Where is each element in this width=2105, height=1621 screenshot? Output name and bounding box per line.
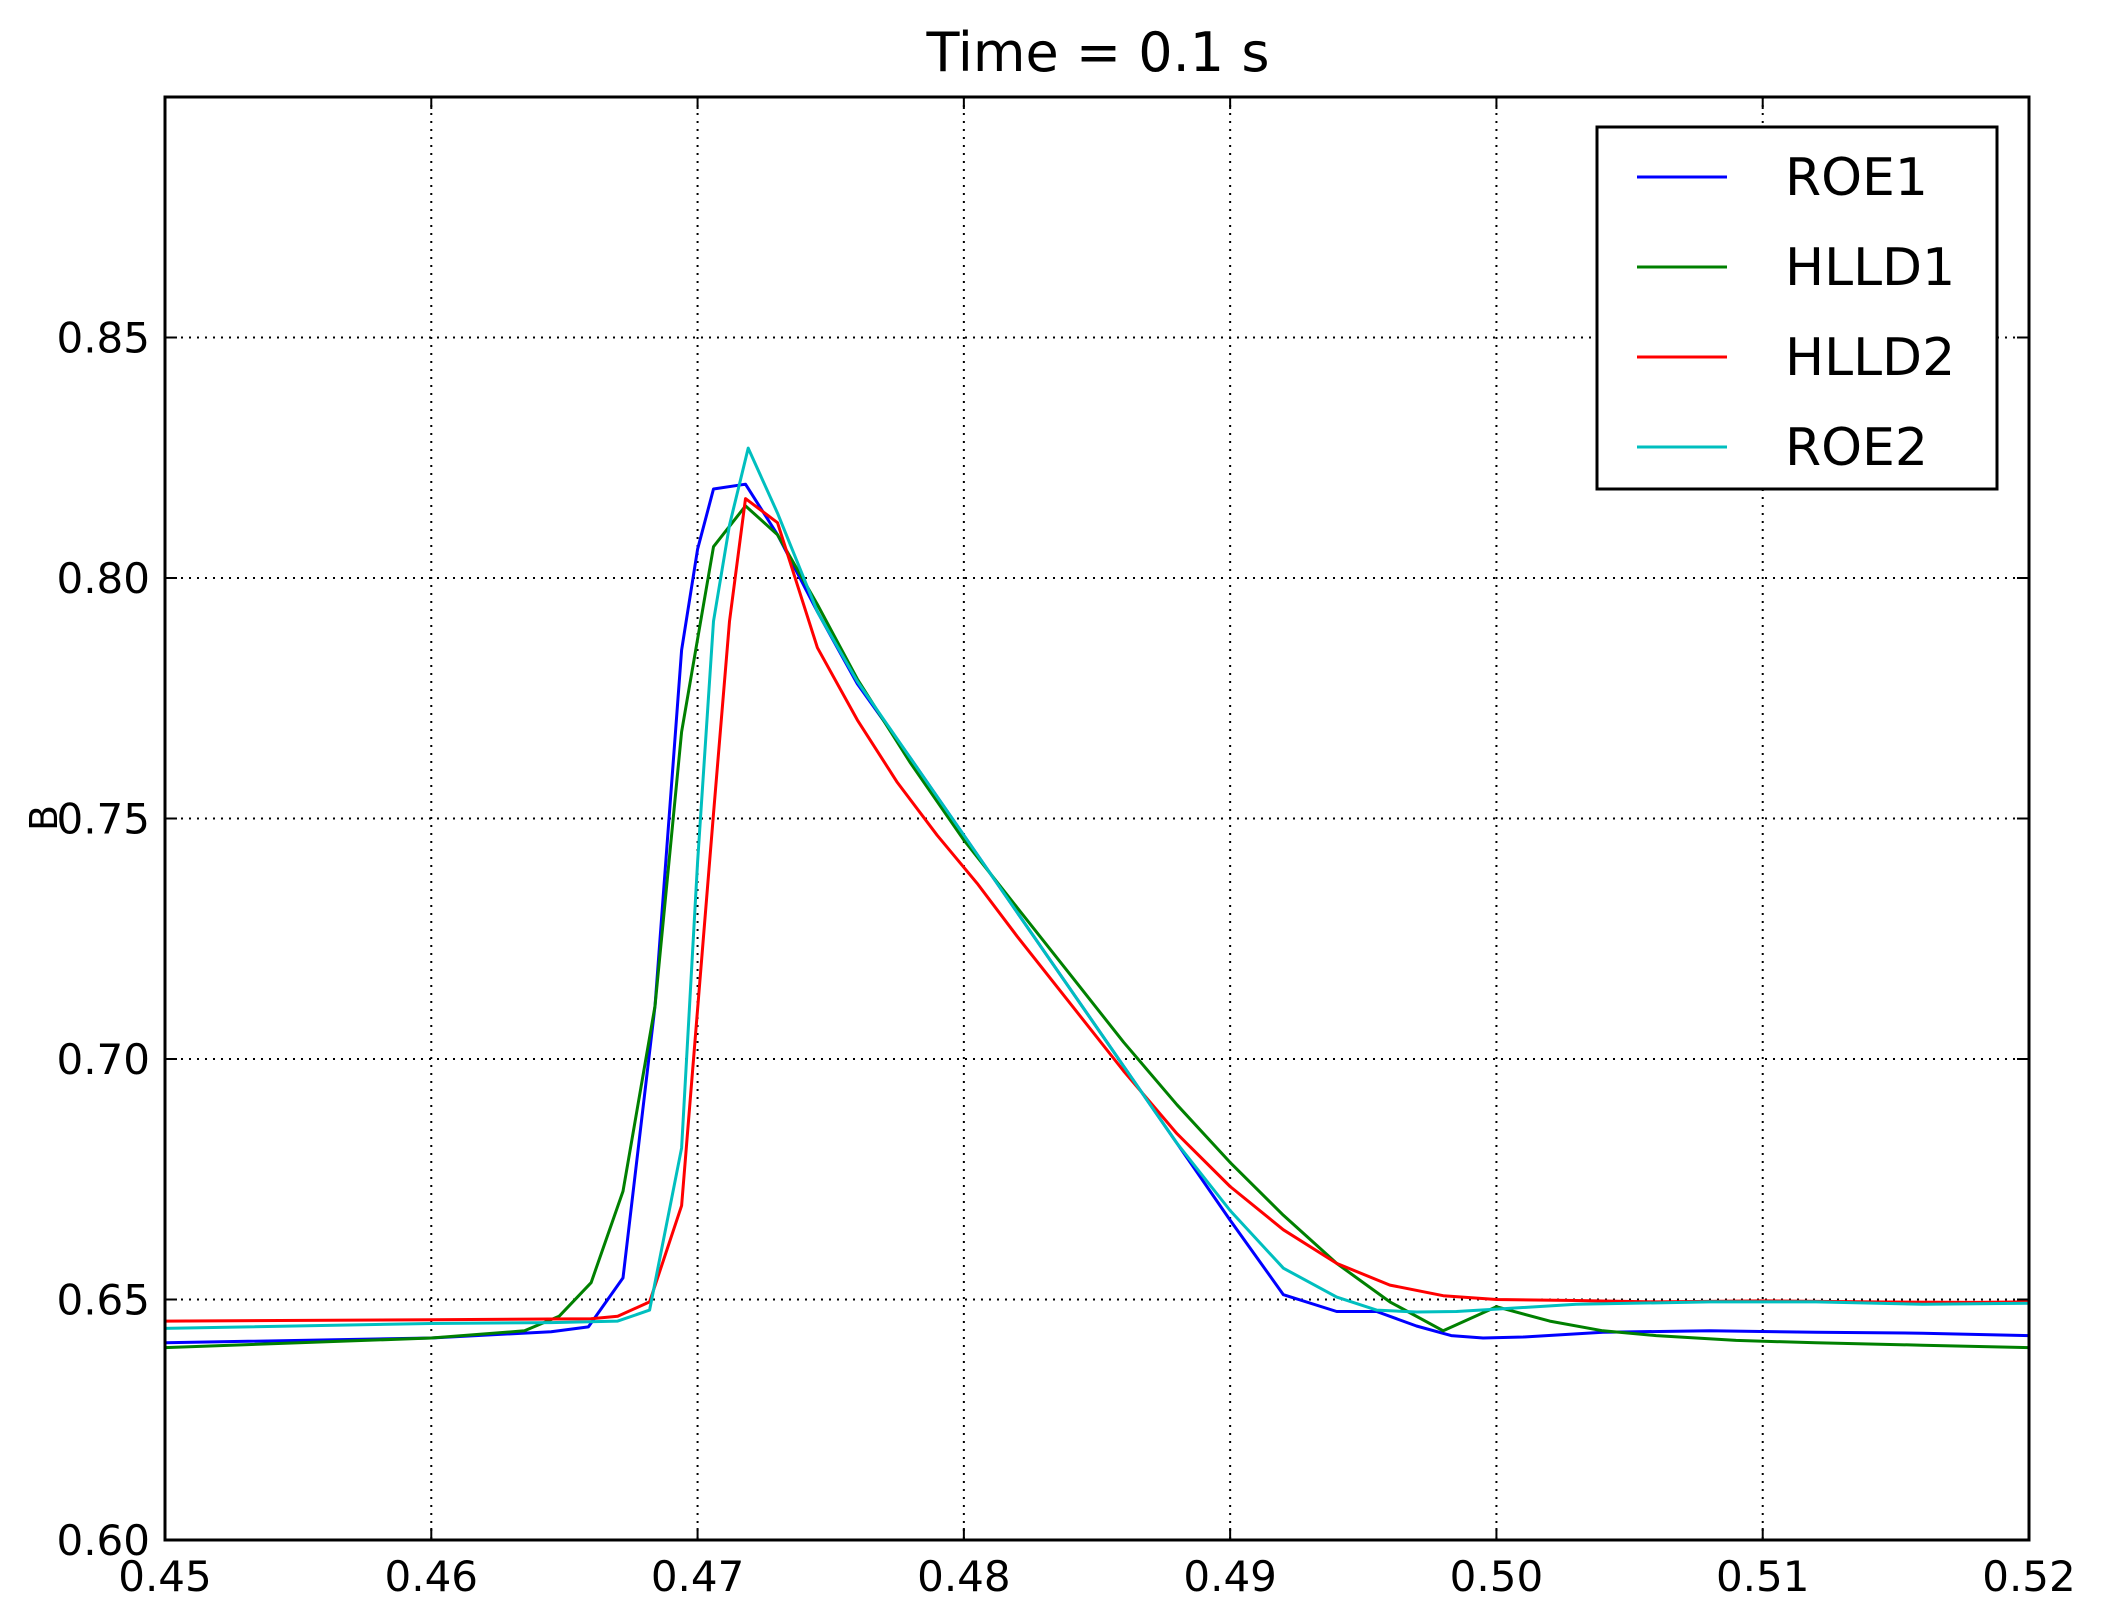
chart-title: Time = 0.1 s (926, 21, 1270, 84)
series-line-hlld2 (164, 497, 2030, 1323)
y-tick-label: 0.85 (56, 314, 150, 363)
legend-label: HLLD2 (1785, 328, 1955, 388)
legend-label: HLLD1 (1785, 238, 1955, 298)
series-line-roe2 (164, 446, 2030, 1330)
x-tick-label: 0.47 (651, 1552, 745, 1601)
x-tick-label: 0.50 (1450, 1552, 1544, 1601)
y-tick-label: 0.80 (56, 554, 150, 603)
legend: ROE1 HLLD1 HLLD2 ROE2 (1595, 125, 1999, 491)
y-tick-label: 0.65 (56, 1276, 150, 1325)
legend-box (1595, 125, 1999, 491)
legend-label: ROE2 (1785, 418, 1928, 478)
series-line-hlld1 (164, 504, 2030, 1350)
x-tick-label: 0.49 (1183, 1552, 1277, 1601)
y-tick-label: 0.70 (56, 1035, 150, 1084)
y-tick-label: 0.60 (56, 1516, 150, 1565)
x-tick-label: 0.51 (1716, 1552, 1810, 1601)
axis-ticks (164, 97, 2030, 1541)
y-tick-label: 0.75 (56, 795, 150, 844)
series-line-roe1 (164, 482, 2030, 1345)
y-axis-label: B (22, 805, 66, 831)
x-tick-label: 0.46 (385, 1552, 479, 1601)
tick-labels: 0.45 0.46 0.47 0.48 0.49 0.50 0.51 0.52 0.60 0.65… (56, 314, 2075, 1602)
series-group (164, 446, 2030, 1350)
x-tick-label: 0.48 (917, 1552, 1011, 1601)
legend-label: ROE1 (1785, 148, 1928, 208)
x-tick-label: 0.52 (1982, 1552, 2076, 1601)
x-tick-label: 0.45 (118, 1552, 212, 1601)
